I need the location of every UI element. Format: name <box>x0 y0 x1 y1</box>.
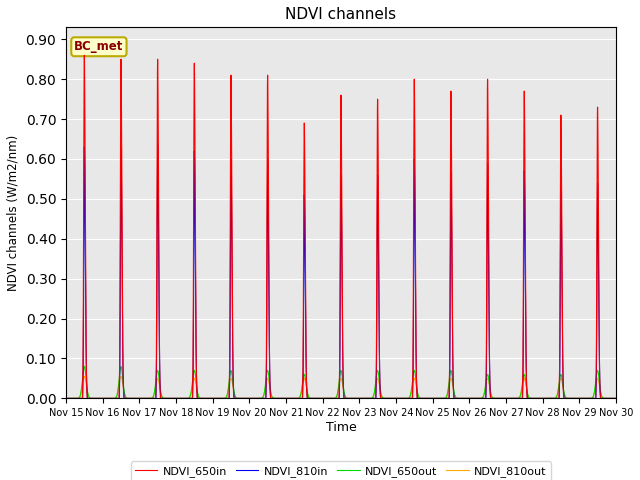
NDVI_810out <box>612 396 620 401</box>
NDVI_810in <box>589 396 596 401</box>
NDVI_810in <box>323 396 330 401</box>
Line: NDVI_810out: NDVI_810out <box>66 376 616 398</box>
NDVI_810out <box>589 395 596 400</box>
NDVI_650in <box>582 396 590 401</box>
Line: NDVI_650out: NDVI_650out <box>66 366 616 398</box>
NDVI_650out <box>62 396 70 401</box>
Text: BC_met: BC_met <box>74 40 124 53</box>
NDVI_650out <box>589 395 596 400</box>
Legend: NDVI_650in, NDVI_810in, NDVI_650out, NDVI_810out: NDVI_650in, NDVI_810in, NDVI_650out, NDV… <box>131 461 551 480</box>
NDVI_810in <box>62 396 70 401</box>
NDVI_810in <box>479 396 487 401</box>
NDVI_810in <box>582 396 590 401</box>
Y-axis label: NDVI channels (W/m2/nm): NDVI channels (W/m2/nm) <box>7 135 20 291</box>
NDVI_650out <box>479 394 487 399</box>
NDVI_650out <box>464 396 472 401</box>
NDVI_650in <box>589 396 596 401</box>
NDVI_650in <box>464 396 472 401</box>
NDVI_810out <box>249 396 257 401</box>
NDVI_810in <box>464 396 472 401</box>
NDVI_810in <box>612 396 620 401</box>
NDVI_810out <box>479 393 487 399</box>
NDVI_810out <box>582 396 590 401</box>
NDVI_650in <box>62 396 70 401</box>
Line: NDVI_650in: NDVI_650in <box>66 55 616 398</box>
NDVI_810out <box>81 373 88 379</box>
NDVI_650in <box>81 52 88 58</box>
Line: NDVI_810in: NDVI_810in <box>66 143 616 398</box>
NDVI_650out <box>582 396 590 401</box>
NDVI_650in <box>479 396 487 401</box>
NDVI_650out <box>81 363 88 369</box>
NDVI_650in <box>323 396 330 401</box>
NDVI_650in <box>612 396 620 401</box>
NDVI_810out <box>464 396 472 401</box>
NDVI_650out <box>323 396 330 401</box>
NDVI_810out <box>62 396 70 401</box>
Title: NDVI channels: NDVI channels <box>285 7 397 22</box>
NDVI_810in <box>249 396 257 401</box>
NDVI_810in <box>154 140 161 146</box>
NDVI_650out <box>249 396 257 401</box>
NDVI_650in <box>249 396 257 401</box>
NDVI_810out <box>323 396 330 401</box>
NDVI_650out <box>612 396 620 401</box>
X-axis label: Time: Time <box>326 421 356 434</box>
